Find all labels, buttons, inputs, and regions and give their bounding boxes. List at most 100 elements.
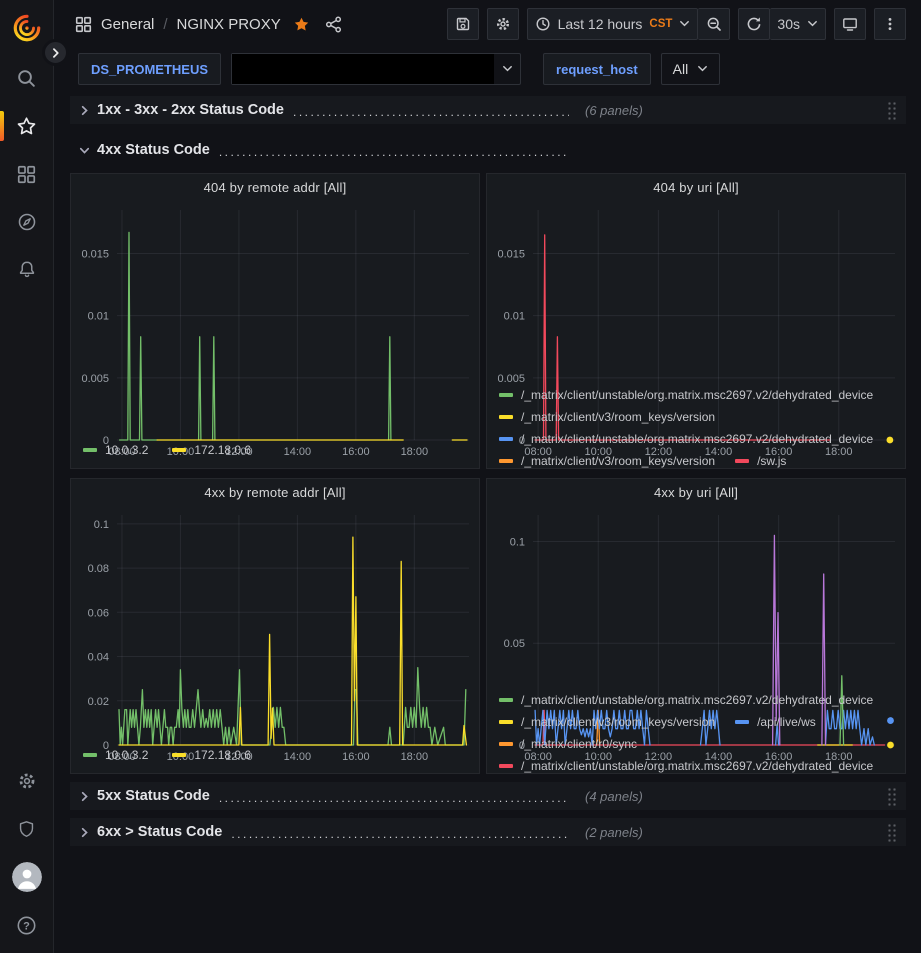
variable-value-ds-prometheus[interactable] [231,53,522,85]
legend-item[interactable]: 172.18.0.6 [172,443,251,457]
legend-item[interactable]: /_matrix/client/unstable/org.matrix.msc2… [499,388,873,402]
sidebar-item-search[interactable] [0,54,54,102]
grafana-logo[interactable] [11,12,43,44]
legend-label: /_matrix/client/unstable/org.matrix.msc2… [521,693,874,707]
svg-text:10:00: 10:00 [584,446,612,458]
panel-header[interactable]: 404 by uri [All] [487,174,905,200]
row-panel-count: (4 panels) [585,788,643,804]
chevron-right-icon [49,46,63,60]
chart-404-by-remote-addr[interactable]: 08:00 10:00 12:00 14:00 16:00 18:00 0 0.005 0.01… [71,200,479,458]
legend-label: /_matrix/client/r0/sync [521,737,638,751]
row-drag-handle[interactable] [887,822,898,842]
sidebar-item-dashboards[interactable] [0,150,54,198]
panel-404-by-uri: 404 by uri [All] 08:00 10:00 12:00 14:00 16:… [486,173,906,469]
legend-item[interactable]: /_matrix/client/r0/sync [499,737,637,751]
chevron-down-icon [807,20,818,28]
kebab-icon [882,16,898,32]
legend-swatch [735,459,750,463]
chevron-down-icon [679,20,690,28]
refresh-icon [746,16,762,32]
legend-item[interactable]: /_matrix/client/unstable/org.matrix.msc2… [499,759,873,773]
refresh-interval-picker[interactable]: 30s [770,8,826,40]
legend-item[interactable]: /_matrix/client/v3/room_keys/version [499,454,715,468]
legend-swatch [735,720,750,724]
svg-text:12:00: 12:00 [645,751,673,763]
sidebar-item-server-admin[interactable] [0,805,54,853]
breadcrumb-section[interactable]: General [101,15,155,33]
legend-label: 10.0.3.2 [105,443,149,457]
row-title: 6xx > Status Code [97,824,223,840]
panel-grid: 404 by remote addr [All] 08:00 10:00 12:00… [70,173,906,774]
svg-text:08:00: 08:00 [108,751,136,763]
legend-row: /_matrix/client/v3/room_keys/version [499,406,893,428]
row-drag-handle[interactable] [887,786,898,806]
row-4xx[interactable]: 4xx Status Code ........................… [70,136,906,164]
sidebar-item-starred[interactable] [0,102,54,150]
variable-label-ds-prometheus[interactable]: DS_PROMETHEUS [78,53,222,85]
row-5xx[interactable]: 5xx Status Code ........................… [70,782,906,810]
sidebar-item-help[interactable]: ? [0,901,54,949]
svg-text:0.05: 0.05 [504,638,525,650]
panel-header[interactable]: 4xx by uri [All] [487,479,905,505]
topbar: General / NGINX PROXY [54,0,921,48]
legend-row: /_matrix/client/v3/room_keys/version/sw.… [499,450,893,468]
bell-icon [16,259,38,281]
svg-text:16:00: 16:00 [342,751,370,763]
svg-text:0.1: 0.1 [94,519,109,531]
kebab-menu-button[interactable] [874,8,906,40]
legend-item[interactable]: /_matrix/client/unstable/org.matrix.msc2… [499,432,873,446]
panel-header[interactable]: 4xx by remote addr [All] [71,479,479,505]
sidebar-item-profile[interactable] [0,853,54,901]
row-1xx-3xx-2xx[interactable]: 1xx - 3xx - 2xx Status Code ............… [70,96,906,124]
legend-item[interactable]: /_matrix/client/v3/room_keys/version [499,410,715,424]
legend-item[interactable]: 10.0.3.2 [83,748,148,762]
row-title: 4xx Status Code [97,142,210,158]
legend-item[interactable]: /sw.js [735,454,786,468]
share-icon[interactable] [325,16,342,33]
chart-404-by-uri[interactable]: 08:00 10:00 12:00 14:00 16:00 18:00 0 0.005 0.01… [487,200,905,458]
refresh-button[interactable] [738,8,771,40]
zoom-out-time-button[interactable] [698,8,731,40]
row-drag-handle[interactable] [887,100,898,120]
legend-swatch [499,459,513,463]
sidebar-expand-button[interactable] [42,39,69,66]
legend-label: 172.18.0.6 [194,443,252,457]
time-range-picker[interactable]: Last 12 hours CST [526,8,699,40]
panel-header[interactable]: 404 by remote addr [All] [71,174,479,200]
legend-label: /api/live/ws [757,715,816,729]
gear-icon [495,16,511,32]
legend-label: /_matrix/client/unstable/org.matrix.msc2… [521,759,874,773]
star-filled-icon[interactable] [293,16,310,33]
variable-value-request-host[interactable]: All [660,53,721,85]
legend: /_matrix/client/unstable/org.matrix.msc2… [487,687,905,773]
legend-swatch [499,764,513,768]
sidebar-item-configuration[interactable] [0,757,54,805]
dashboard-settings-button[interactable] [486,8,519,40]
legend-item[interactable]: /_matrix/client/unstable/org.matrix.msc2… [499,693,873,707]
legend-item[interactable]: 172.18.0.6 [172,748,251,762]
sidebar-item-alerting[interactable] [0,246,54,294]
legend-label: /_matrix/client/unstable/org.matrix.msc2… [521,388,874,402]
legend-row: 10.0.3.2 172.18.0.6 [83,438,467,462]
tv-mode-button[interactable] [834,8,866,40]
legend-item[interactable]: /api/live/ws [735,715,816,729]
svg-text:12:00: 12:00 [225,446,253,458]
svg-text:18:00: 18:00 [401,751,429,763]
clock-icon [535,16,551,32]
chart-4xx-by-uri[interactable]: 08:00 10:00 12:00 14:00 16:00 18:00 0 0.05 0.1 [487,505,905,763]
legend-row: /_matrix/client/unstable/org.matrix.msc2… [499,428,893,450]
sidebar-item-explore[interactable] [0,198,54,246]
legend-item[interactable]: /_matrix/client/v3/room_keys/version [499,715,715,729]
legend-item[interactable]: 10.0.3.2 [83,443,148,457]
refresh-group: 30s [738,8,826,40]
chart-4xx-by-remote-addr[interactable]: 08:00 10:00 12:00 14:00 16:00 18:00 0 0.02 0.04 0… [71,505,479,763]
svg-text:0.06: 0.06 [88,607,109,619]
legend-swatch [83,753,97,757]
tv-icon [842,16,858,32]
variable-label-request-host[interactable]: request_host [543,53,651,85]
row-leader-dots: ........................................… [292,105,569,119]
save-dashboard-button[interactable] [446,8,479,40]
row-6xx[interactable]: 6xx > Status Code ......................… [70,818,906,846]
legend: 10.0.3.2 172.18.0.6 [71,741,479,773]
shield-icon [16,819,37,840]
